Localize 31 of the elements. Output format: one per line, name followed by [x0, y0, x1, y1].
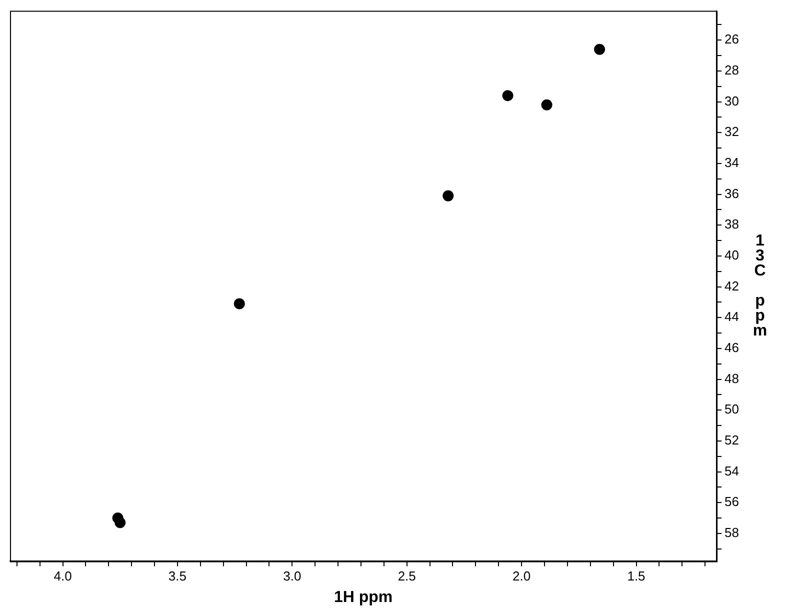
y-tick-label: 48 — [724, 370, 740, 386]
y-tick-label: 50 — [724, 402, 740, 417]
point — [502, 90, 514, 102]
x-tick-label: 1.5 — [627, 568, 646, 584]
y-tick-label: 38 — [724, 216, 740, 232]
x-tick-label: 3.5 — [168, 568, 186, 584]
y-tick-label: 26 — [724, 32, 740, 47]
y-tick-label: 34 — [724, 155, 740, 170]
y-tick-label: 58 — [724, 525, 740, 540]
y-tick-label: 42 — [724, 278, 740, 294]
point — [114, 517, 126, 528]
y-tick-label: 52 — [724, 432, 740, 448]
x-tick-label: 4.0 — [54, 568, 72, 584]
y-tick-label: 46 — [724, 340, 740, 356]
x-tick-label: 2.5 — [398, 568, 416, 584]
point — [594, 44, 606, 55]
y-tick-label: 32 — [724, 124, 740, 140]
y-tick-label: 40 — [724, 248, 740, 263]
x-axis-title: 1H ppm — [334, 588, 393, 606]
y-tick-label: 28 — [724, 62, 740, 78]
point — [234, 298, 245, 310]
y-axis-title: 13C ppm — [752, 232, 768, 340]
point — [442, 190, 454, 202]
y-tick-label: 44 — [724, 309, 740, 324]
x-tick-label: 3.0 — [283, 568, 302, 584]
y-tick-label: 36 — [724, 186, 740, 201]
y-tick-label: 54 — [724, 463, 740, 478]
y-tick-label: 56 — [724, 494, 740, 510]
point — [541, 99, 552, 110]
y-tick-label: 30 — [724, 93, 740, 108]
x-tick-label: 2.0 — [512, 568, 531, 584]
